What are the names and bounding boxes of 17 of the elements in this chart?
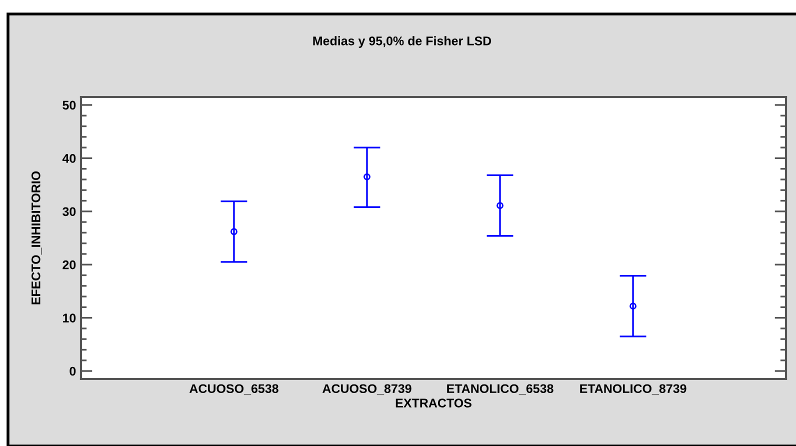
x-axis-title: EXTRACTOS xyxy=(396,398,472,408)
y-axis-title: EFECTO_INHIBITORIO xyxy=(31,171,42,304)
y-tick-label: 0 xyxy=(70,366,76,376)
y-tick-label: 40 xyxy=(62,154,76,163)
point xyxy=(364,173,370,180)
y-tick-label: 30 xyxy=(62,207,76,216)
chart-title: Medias y 95,0% de Fisher LSD xyxy=(313,36,492,48)
y-tick-label: 10 xyxy=(63,314,76,322)
x-tick-label: ETANOLICO_8739 xyxy=(580,384,686,394)
point xyxy=(496,202,504,210)
point xyxy=(630,302,636,310)
y-tick-label: 50 xyxy=(62,100,76,110)
x-tick-label: ETANOLICO_6538 xyxy=(447,384,554,394)
x-tick-label: ACUOSO_6538 xyxy=(189,384,278,394)
x-tick-label: ACUOSO_8739 xyxy=(322,384,412,394)
point xyxy=(230,228,238,236)
y-tick-label: 20 xyxy=(62,260,76,270)
